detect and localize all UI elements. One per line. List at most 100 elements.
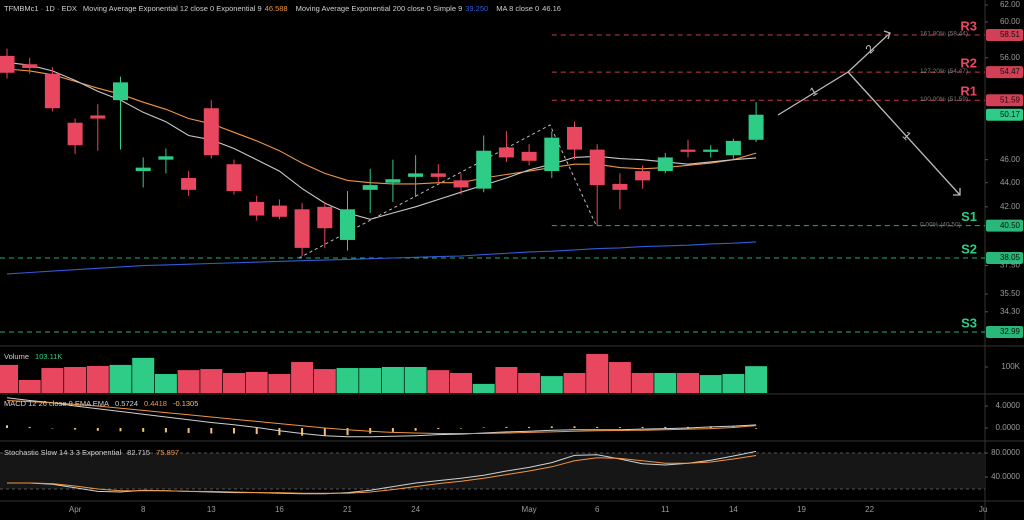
fib-label: 0.00% (40.50): [920, 221, 961, 228]
level-name: R3: [960, 18, 977, 33]
candle-body: [294, 209, 310, 248]
y-tick-label: 37.50: [1000, 261, 1021, 270]
volume-bar: [586, 353, 609, 393]
macd-histogram: [414, 428, 417, 431]
y-tick-label: 42.00: [1000, 202, 1021, 211]
price-tag: [986, 29, 1023, 42]
price-tag-label: 32.99: [1000, 327, 1021, 336]
x-tick-label: 13: [207, 505, 216, 514]
fib-label: 100.00% (51.59): [920, 96, 968, 103]
overlay-name: MA 8 close 0: [496, 4, 540, 13]
volume-bar: [313, 369, 336, 393]
level-name: R2: [960, 56, 977, 71]
wave-label: 1: [807, 84, 820, 100]
candle-body: [703, 149, 719, 152]
macd-histogram: [28, 426, 31, 429]
macd-histogram: [687, 426, 689, 429]
y-tick-label: 34.30: [1000, 307, 1021, 316]
macd-histogram: [437, 428, 440, 430]
macd-histogram: [74, 428, 77, 430]
y-tick-label: 40.0000: [991, 472, 1020, 481]
signal-line: [6, 400, 757, 434]
arrow-head: [883, 30, 891, 40]
volume-bar: [200, 369, 223, 393]
overlay-entry: Moving Average Exponential 12 close 0 Ex…: [83, 4, 288, 13]
macd-histogram: [142, 428, 145, 432]
candle-body: [657, 157, 673, 172]
candle-body: [158, 156, 174, 160]
pane-title: Volume: [4, 352, 30, 361]
x-tick-label: 11: [661, 505, 670, 514]
candle-body: [725, 140, 741, 156]
x-tick-label: Ju: [979, 505, 987, 514]
macd-histogram: [6, 425, 8, 429]
price-tag-label: 40.50: [1000, 221, 1021, 230]
overlay-value: 46.588: [264, 4, 288, 13]
volume-bar: [359, 368, 382, 393]
volume-bar: [245, 371, 268, 393]
candle-body: [249, 201, 265, 216]
macd-histogram: [505, 426, 508, 429]
candle-body: [385, 179, 401, 183]
x-tick-label: 19: [797, 505, 806, 514]
level-name: S2: [961, 241, 977, 256]
pane-value: 103.11K: [35, 352, 63, 361]
x-tick-label: 6: [595, 505, 600, 514]
y-tick-label: 60.00: [1000, 17, 1021, 26]
y-tick-label: 56.00: [1000, 53, 1021, 62]
overlay-line: [6, 61, 757, 220]
volume-bar: [677, 372, 699, 393]
projection-arrow: [777, 32, 891, 116]
candle-body: [544, 137, 560, 172]
x-tick-label: 21: [343, 505, 352, 514]
y-tick-label: 100K: [1001, 362, 1020, 371]
volume-bar: [41, 368, 64, 393]
macd-histogram: [369, 428, 372, 434]
volume-bar: [450, 372, 472, 393]
overlay-name: Moving Average Exponential 12 close 0 Ex…: [82, 4, 262, 13]
candle-body: [203, 108, 219, 156]
candle-body: [748, 114, 764, 140]
candle-body: [635, 171, 651, 181]
macd-histogram: [346, 428, 349, 436]
volume-bar: [518, 372, 541, 393]
last-price-tag: [986, 108, 1023, 121]
x-tick-label: 8: [141, 505, 146, 514]
stochastic-d: [7, 455, 757, 494]
pane-value: 0.5724: [115, 399, 138, 408]
macd-histogram: [391, 428, 394, 432]
volume-bar: [291, 362, 314, 393]
macd-histogram: [164, 428, 167, 433]
x-tick-label: 24: [411, 505, 420, 514]
macd-histogram: [210, 428, 213, 434]
volume-bar: [0, 364, 18, 393]
fib-label: 127.20% (54.47): [920, 68, 968, 75]
macd-histogram: [755, 428, 758, 429]
volume-bar: [18, 379, 41, 393]
level-name: R1: [960, 84, 977, 99]
candle-body: [408, 173, 424, 177]
candle-body: [135, 167, 151, 172]
volume-bar: [654, 372, 677, 393]
macd-histogram: [664, 426, 667, 429]
volume-bar: [631, 372, 654, 393]
macd-line: [6, 397, 757, 438]
y-tick-label: 62.00: [1000, 0, 1021, 9]
overlay-line: [6, 241, 757, 275]
candle-body: [567, 126, 582, 150]
wave-label: 2: [862, 42, 877, 57]
y-tick-label: 0.0000: [996, 423, 1021, 432]
macd-legend: MACD 12 26 close 9 EMA EMA 0.5724 0.4418…: [4, 399, 198, 408]
x-tick-label: 14: [729, 505, 738, 514]
volume-bar: [268, 374, 291, 393]
y-tick-label: 80.0000: [991, 448, 1020, 457]
macd-histogram: [618, 427, 621, 429]
volume-bar: [745, 366, 768, 393]
macd-histogram: [255, 428, 258, 435]
overlay-entry: MA 8 close 0 46.16: [496, 4, 561, 13]
macd-histogram: [119, 428, 122, 432]
volume-bar: [608, 362, 631, 393]
candle-body: [362, 185, 378, 190]
